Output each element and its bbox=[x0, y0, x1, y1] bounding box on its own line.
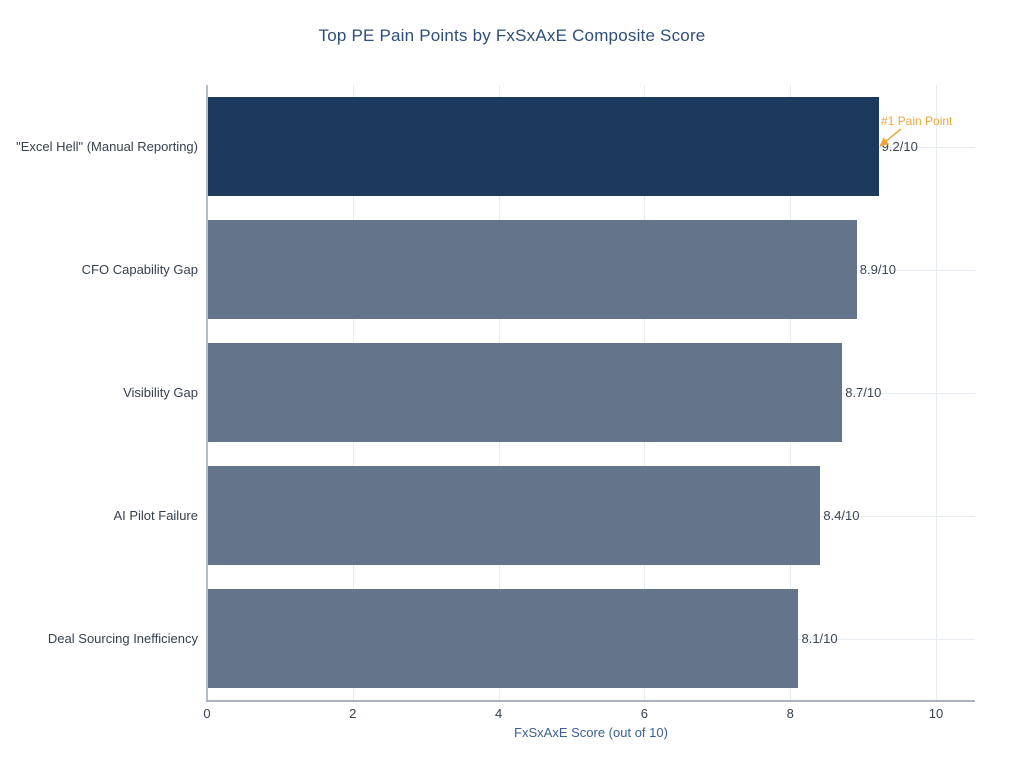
category-label: CFO Capability Gap bbox=[81, 261, 198, 277]
bar-value-label: 8.4/10 bbox=[823, 507, 860, 523]
category-label: Deal Sourcing Inefficiency bbox=[47, 630, 198, 646]
x-tick-label: 2 bbox=[349, 706, 357, 721]
y-axis-line bbox=[206, 85, 208, 701]
bar-0 bbox=[208, 97, 879, 196]
bar-value-label: 8.9/10 bbox=[859, 261, 896, 277]
x-tick-label: 8 bbox=[786, 706, 794, 721]
bar-value-label: 9.2/10 bbox=[881, 138, 918, 154]
x-tick-label: 10 bbox=[928, 706, 944, 721]
x-axis-title: FxSxAxE Score (out of 10) bbox=[514, 725, 668, 740]
category-label: AI Pilot Failure bbox=[113, 507, 198, 523]
bar-3 bbox=[208, 466, 821, 565]
bar-value-label: 8.7/10 bbox=[845, 384, 882, 400]
x-tick-label: 6 bbox=[640, 706, 649, 721]
x-tick-label: 4 bbox=[494, 706, 503, 721]
category-label: "Excel Hell" (Manual Reporting) bbox=[16, 138, 198, 154]
bar-1 bbox=[208, 220, 857, 319]
annotation-label: #1 Pain Point bbox=[881, 114, 953, 128]
bar-2 bbox=[208, 343, 843, 442]
chart-title: Top PE Pain Points by FxSxAxE Composite … bbox=[318, 26, 706, 45]
x-axis-line bbox=[206, 700, 975, 702]
bar-value-label: 8.1/10 bbox=[801, 630, 838, 646]
bar-4 bbox=[208, 589, 799, 688]
category-label: Visibility Gap bbox=[123, 384, 198, 400]
x-tick-label: 0 bbox=[203, 706, 211, 721]
